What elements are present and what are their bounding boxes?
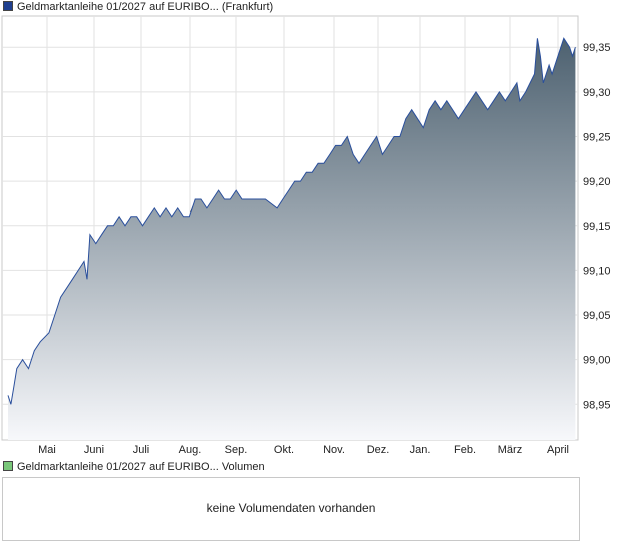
y-tick-label: 99,25 — [583, 132, 611, 144]
volume-legend-label: Geldmarktanleihe 01/2027 auf EURIBO... V… — [17, 461, 265, 473]
y-tick-label: 99,35 — [583, 42, 611, 54]
y-tick-label: 98,95 — [583, 399, 611, 411]
x-tick-label: Mai — [38, 444, 56, 456]
x-tick-label: Okt. — [274, 444, 294, 456]
price-line — [7, 37, 576, 405]
y-tick-label: 99,00 — [583, 355, 611, 367]
y-tick-label: 99,20 — [583, 176, 611, 188]
x-tick-label: Nov. — [323, 444, 345, 456]
x-axis-labels: Mai Juni Juli Aug. Sep. Okt. Nov. Dez. Jan. Feb. M… — [38, 444, 569, 456]
x-tick-label: Jan. — [410, 444, 431, 456]
y-tick-label: 99,05 — [583, 310, 611, 322]
price-legend-swatch — [3, 1, 13, 11]
y-tick-label: 99,15 — [583, 221, 611, 233]
x-tick-label: Juni — [84, 444, 104, 456]
x-tick-label: Aug. — [179, 444, 202, 456]
price-area — [8, 38, 576, 441]
x-tick-label: Feb. — [454, 444, 476, 456]
volume-legend-swatch — [3, 461, 13, 471]
price-legend: Geldmarktanleihe 01/2027 auf EURIBO... (… — [3, 1, 273, 14]
price-chart: Ar 98,9599,0099,0599,1099,1599,2099,2599… — [1, 15, 611, 456]
y-tick-label: 99,10 — [583, 265, 611, 277]
volume-panel: keine Volumendaten vorhanden — [2, 477, 580, 541]
x-tick-label: Juli — [133, 444, 150, 456]
x-tick-label: April — [547, 444, 569, 456]
y-axis-labels: 98,95 99,00 99,05 99,10 99,15 99,20 99,25 99,30… — [583, 42, 611, 411]
x-tick-label: März — [498, 444, 522, 456]
volume-empty-message: keine Volumendaten vorhanden — [206, 501, 376, 515]
volume-legend: Geldmarktanleihe 01/2027 auf EURIBO... V… — [3, 461, 265, 474]
x-tick-label: Sep. — [225, 444, 248, 456]
y-tick-label: 99,30 — [583, 87, 611, 99]
price-legend-label: Geldmarktanleihe 01/2027 auf EURIBO... (… — [17, 1, 274, 13]
x-tick-label: Dez. — [367, 444, 390, 456]
